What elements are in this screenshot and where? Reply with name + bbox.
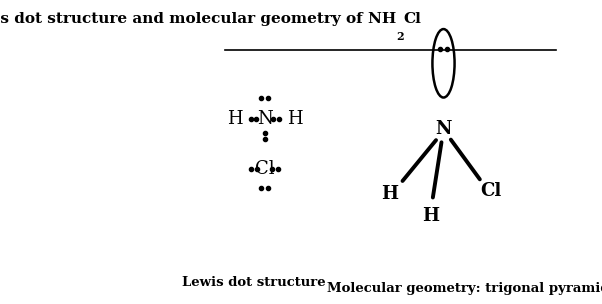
- Text: Lewis dot structure: Lewis dot structure: [182, 276, 326, 289]
- Text: N: N: [257, 110, 273, 128]
- Text: Cl: Cl: [403, 12, 421, 26]
- Text: Lewis dot structure and molecular geometry of NH: Lewis dot structure and molecular geomet…: [0, 12, 396, 26]
- Text: H: H: [381, 185, 398, 203]
- Text: Cl: Cl: [480, 182, 501, 200]
- Text: N: N: [435, 120, 452, 138]
- Text: H: H: [287, 110, 303, 128]
- Text: 2: 2: [396, 31, 404, 42]
- Text: Molecular geometry: trigonal pyramidal: Molecular geometry: trigonal pyramidal: [327, 282, 602, 295]
- Text: H: H: [227, 110, 243, 128]
- Text: H: H: [423, 207, 439, 225]
- Text: Cl: Cl: [255, 160, 275, 178]
